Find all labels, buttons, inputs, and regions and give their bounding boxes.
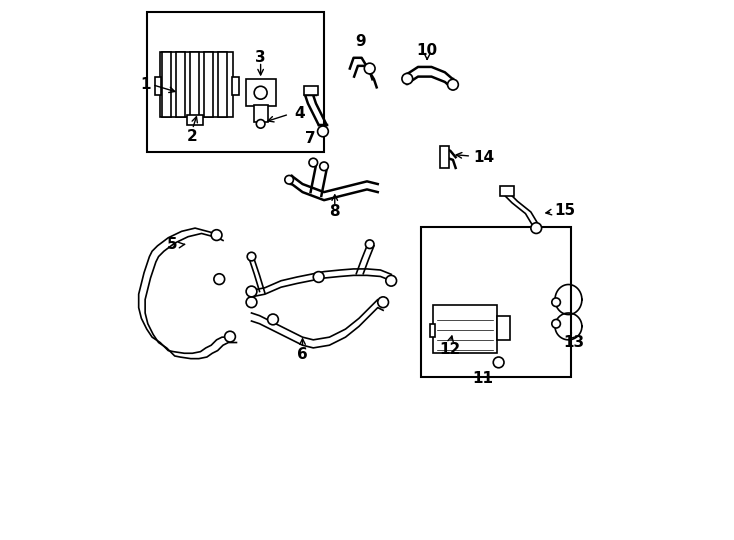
Circle shape xyxy=(309,158,318,167)
Circle shape xyxy=(531,222,542,233)
Bar xyxy=(160,52,233,117)
Text: 1: 1 xyxy=(140,77,151,92)
Circle shape xyxy=(552,320,560,328)
Text: 12: 12 xyxy=(440,342,461,357)
Circle shape xyxy=(386,275,396,286)
Circle shape xyxy=(246,286,257,297)
Circle shape xyxy=(402,73,413,84)
Circle shape xyxy=(493,357,504,368)
Bar xyxy=(147,12,324,152)
Text: 13: 13 xyxy=(563,335,584,350)
Bar xyxy=(254,105,268,122)
Bar xyxy=(187,115,203,125)
Bar xyxy=(432,305,497,353)
Bar xyxy=(161,52,172,117)
Circle shape xyxy=(254,86,267,99)
Text: 3: 3 xyxy=(255,50,266,65)
Circle shape xyxy=(366,240,374,248)
Bar xyxy=(304,86,318,96)
Bar xyxy=(501,186,514,196)
Text: 4: 4 xyxy=(294,106,305,120)
Circle shape xyxy=(448,79,458,90)
Text: 10: 10 xyxy=(417,43,437,58)
Text: 11: 11 xyxy=(472,371,493,386)
Text: 2: 2 xyxy=(187,129,197,144)
Circle shape xyxy=(214,274,225,285)
Text: 6: 6 xyxy=(297,347,308,362)
Circle shape xyxy=(318,126,328,137)
Bar xyxy=(440,146,449,168)
Circle shape xyxy=(313,272,324,282)
Circle shape xyxy=(378,297,388,308)
Circle shape xyxy=(320,162,328,171)
Bar xyxy=(430,323,435,337)
Text: 15: 15 xyxy=(554,204,575,218)
Text: 9: 9 xyxy=(355,34,366,49)
Circle shape xyxy=(285,176,294,184)
Text: 8: 8 xyxy=(330,205,340,219)
Bar xyxy=(421,227,571,377)
Text: 14: 14 xyxy=(473,150,495,165)
Bar xyxy=(175,52,186,117)
Circle shape xyxy=(364,63,375,74)
Bar xyxy=(246,79,276,106)
Circle shape xyxy=(256,119,265,128)
Circle shape xyxy=(552,298,560,307)
Bar xyxy=(497,316,510,340)
Circle shape xyxy=(247,252,255,261)
Circle shape xyxy=(211,230,222,240)
Circle shape xyxy=(225,331,236,342)
Bar xyxy=(232,77,239,96)
Text: 5: 5 xyxy=(167,237,178,252)
Text: 7: 7 xyxy=(305,131,316,146)
Bar xyxy=(218,52,228,117)
Circle shape xyxy=(268,314,278,325)
Bar xyxy=(203,52,214,117)
Bar xyxy=(189,52,200,117)
Circle shape xyxy=(246,297,257,308)
Bar xyxy=(155,77,161,96)
